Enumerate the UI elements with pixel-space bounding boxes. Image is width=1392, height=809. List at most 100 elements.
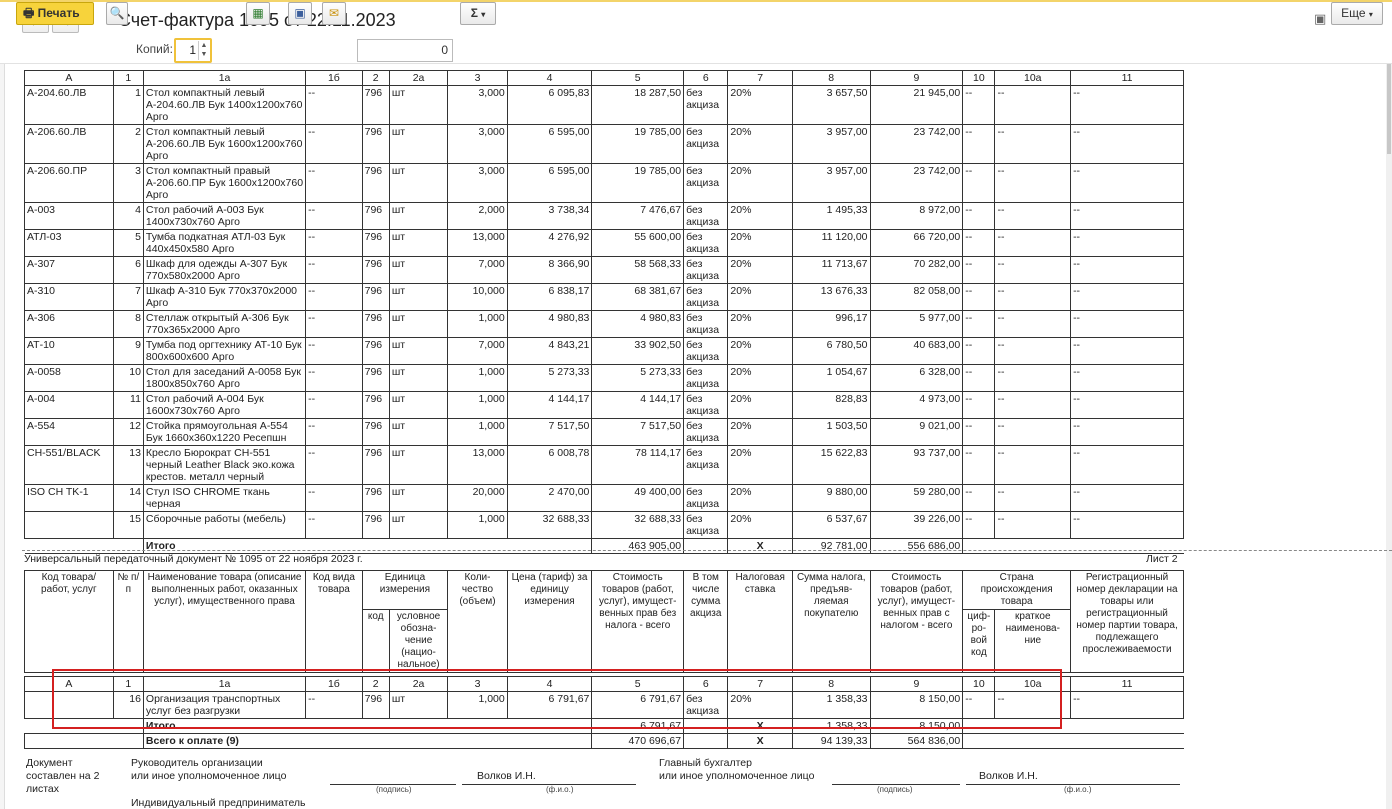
cell-c11: -- [1070, 163, 1184, 203]
cell-unit: 796 [361, 418, 390, 446]
cell-total: 59 280,00 [869, 484, 964, 512]
cell-unit: 796 [361, 445, 390, 485]
table-row[interactable]: АТ-10 9 Тумба под оргтехнику АТ-10 Бук 800… [24, 337, 1184, 365]
cell-qty: 3,000 [447, 124, 508, 164]
hdr-cost: Стоимость товаров (работ, услуг), имущес… [591, 570, 685, 673]
head-label-2: или иное уполномоченное лицо [131, 770, 287, 782]
copies-input[interactable]: 1 ▲ ▼ [174, 38, 212, 63]
more-button[interactable]: Еще ▾ [1331, 2, 1383, 25]
cell-qty: 10,000 [447, 283, 508, 311]
cell-n: 3 [112, 163, 144, 203]
cell-price: 7 517,50 [506, 418, 593, 446]
cell-cost: 5 273,33 [591, 364, 685, 392]
cell-n: 14 [112, 484, 144, 512]
cell-code: АТ-10 [24, 337, 114, 365]
cell-c11: -- [1070, 256, 1184, 284]
cell-qty: 7,000 [447, 337, 508, 365]
cell-c10a: -- [994, 202, 1072, 230]
hdr-code: Код товара/ работ, услуг [24, 570, 114, 673]
cell-kind: -- [305, 124, 363, 164]
column-code: А [24, 676, 114, 692]
cell-c10a: -- [994, 163, 1072, 203]
page2-header-table: Код товара/ работ, услуг № п/п Наименова… [24, 570, 1184, 673]
save-button[interactable]: ▣ [288, 2, 312, 25]
more-label: Еще [1341, 6, 1366, 20]
cell-price: 6 095,83 [506, 85, 593, 125]
table-row[interactable]: А-310 7 Шкаф А-310 Бук 770х370х2000 Арго --… [24, 283, 1184, 311]
number-field[interactable]: 0 [357, 39, 453, 62]
table-row[interactable]: АТЛ-03 5 Тумба подкатная АТЛ-03 Бук 440х45… [24, 229, 1184, 257]
scrollbar[interactable] [1386, 64, 1392, 809]
sum-button[interactable]: Σ ▾ [460, 2, 496, 25]
toolbar [0, 36, 1392, 64]
copies-stepper[interactable]: ▲ ▼ [198, 41, 209, 60]
hdr-excise: В том числе сумма акциза [683, 570, 729, 673]
table-row[interactable]: А-307 6 Шкаф для одежды А-307 Бук 770х580х… [24, 256, 1184, 284]
cell-name: Стол компактный левый А-206.60.ЛВ Бук 16… [142, 124, 307, 164]
email-button[interactable]: ✉ [322, 2, 346, 25]
table-row[interactable]: А-0058 10 Стол для заседаний А-0058 Бук 18… [24, 364, 1184, 392]
cell-name: Организация транспортных услуг без разгр… [142, 691, 307, 719]
cell-tax: 1 503,50 [791, 418, 871, 446]
scrollbar-thumb[interactable] [1387, 64, 1391, 154]
cell-unit: 796 [361, 124, 390, 164]
column-code: 7 [727, 676, 793, 692]
print-button[interactable]: 🖶 Печать [16, 2, 94, 25]
table-row[interactable]: 16 Организация транспортных услуг без раз… [24, 691, 1184, 719]
empty-cell [24, 718, 144, 734]
cell-c10a: -- [994, 691, 1072, 719]
hdr-n: № п/п [112, 570, 144, 673]
cell-excise: без акциза [683, 511, 729, 539]
acc-name: Волков И.Н. [979, 770, 1038, 782]
cell-cost: 6 791,67 [591, 691, 685, 719]
table-row[interactable]: А-003 4 Стол рабочий А-003 Бук 1400х730х76… [24, 202, 1184, 230]
cell-c10: -- [962, 484, 996, 512]
preview-button[interactable]: 🔍 [106, 2, 128, 25]
cell-n: 4 [112, 202, 144, 230]
document-area[interactable]: А 1 1а 1б 2 2а 3 4 5 6 7 8 9 10 10а 11 А-204.60.ЛВ 1 Стол … [0, 64, 1392, 809]
cell-rate: 20% [727, 310, 793, 338]
acc-label-1: Главный бухгалтер [659, 757, 752, 769]
cell-c10: -- [962, 163, 996, 203]
cell-unit: 796 [361, 85, 390, 125]
cell-qty: 1,000 [447, 310, 508, 338]
table-row[interactable]: А-554 12 Стойка прямоугольная А-554 Бук 16… [24, 418, 1184, 446]
cell-tax: 3 957,00 [791, 124, 871, 164]
table-row[interactable]: ISO CH TK-1 14 Стул ISO CHROME ткань черна… [24, 484, 1184, 512]
hdr-name: Наименование товара (описание выполненны… [142, 570, 307, 673]
cell-tax: 3 657,50 [791, 85, 871, 125]
cell-c10: -- [962, 124, 996, 164]
cell-c10: -- [962, 391, 996, 419]
table-row[interactable]: CH-551/BLACK 13 Кресло Бюрократ CH-551 чер… [24, 445, 1184, 485]
cell-total: 39 226,00 [869, 511, 964, 539]
cell-unitname: шт [388, 445, 449, 485]
table-row[interactable]: А-206.60.ЛВ 2 Стол компактный левый А-206.… [24, 124, 1184, 164]
table-row[interactable]: А-306 8 Стеллаж открытый А-306 Бук 770х365… [24, 310, 1184, 338]
cell-c10: -- [962, 364, 996, 392]
floppy-icon: ▣ [294, 6, 306, 20]
cell-code: А-206.60.ПР [24, 163, 114, 203]
table-row[interactable]: А-206.60.ПР 3 Стол компактный правый А-206… [24, 163, 1184, 203]
total-sum: 8 150,00 [869, 718, 964, 734]
cell-excise: без акциза [683, 310, 729, 338]
empty-cell [962, 733, 1184, 749]
cell-excise: без акциза [683, 163, 729, 203]
column-codes-row: А 1 1а 1б 2 2а 3 4 5 6 7 8 9 10 10а 11 [24, 676, 1184, 692]
column-code: 2 [361, 70, 390, 86]
table-row[interactable]: 15 Сборочные работы (мебель) -- 796 шт 1,000 3… [24, 511, 1184, 539]
grid-button[interactable]: ▦ [246, 2, 270, 25]
cell-rate: 20% [727, 484, 793, 512]
cell-excise: без акциза [683, 256, 729, 284]
column-code: 11 [1070, 70, 1184, 86]
cell-rate: 20% [727, 691, 793, 719]
hdr-kind: Код вида товара [305, 570, 363, 673]
hdr-country-code: циф-ро-вой код [962, 609, 996, 673]
cell-c11: -- [1070, 229, 1184, 257]
save-icon[interactable]: ▣ [1314, 12, 1327, 27]
table-row[interactable]: А-004 11 Стол рабочий А-004 Бук 1600х730х7… [24, 391, 1184, 419]
cell-total: 82 058,00 [869, 283, 964, 311]
cell-code: АТЛ-03 [24, 229, 114, 257]
copies-value: 1 [189, 43, 196, 57]
table-row[interactable]: А-204.60.ЛВ 1 Стол компактный левый А-204.… [24, 85, 1184, 125]
cell-n: 11 [112, 391, 144, 419]
